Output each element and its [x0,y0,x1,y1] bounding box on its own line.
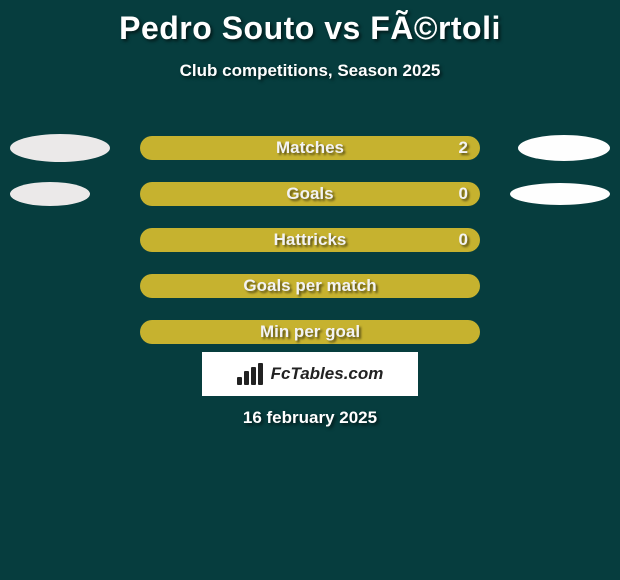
stat-label: Hattricks [274,230,347,250]
stat-label: Matches [276,138,344,158]
stat-bar: Hattricks 0 [140,228,480,252]
stat-row: Hattricks 0 [0,217,620,263]
stat-row: Matches 2 [0,125,620,171]
stat-row: Goals per match [0,263,620,309]
stat-value-right: 0 [459,184,468,204]
stat-bar: Goals per match [140,274,480,298]
stat-label: Goals per match [243,276,376,296]
left-player-ellipse [10,134,110,162]
left-player-ellipse [10,182,90,206]
stat-bar: Goals 0 [140,182,480,206]
date-line: 16 february 2025 [0,408,620,428]
stat-rows: Matches 2 Goals 0 Hattricks 0 Goals per match M… [0,125,620,355]
logo-text: FcTables.com [271,364,384,384]
page-title: Pedro Souto vs FÃ©rtoli [0,0,620,47]
stat-value-right: 0 [459,230,468,250]
stat-row: Goals 0 [0,171,620,217]
right-player-ellipse [510,183,610,205]
logo-plate: FcTables.com [202,352,418,396]
stat-bar: Matches 2 [140,136,480,160]
stat-label: Goals [286,184,333,204]
stat-row: Min per goal [0,309,620,355]
page-subtitle: Club competitions, Season 2025 [0,61,620,81]
comparison-infographic: Pedro Souto vs FÃ©rtoli Club competition… [0,0,620,580]
bar-chart-icon [237,363,265,385]
right-player-ellipse [518,135,610,161]
stat-bar: Min per goal [140,320,480,344]
stat-label: Min per goal [260,322,360,342]
stat-value-right: 2 [459,138,468,158]
